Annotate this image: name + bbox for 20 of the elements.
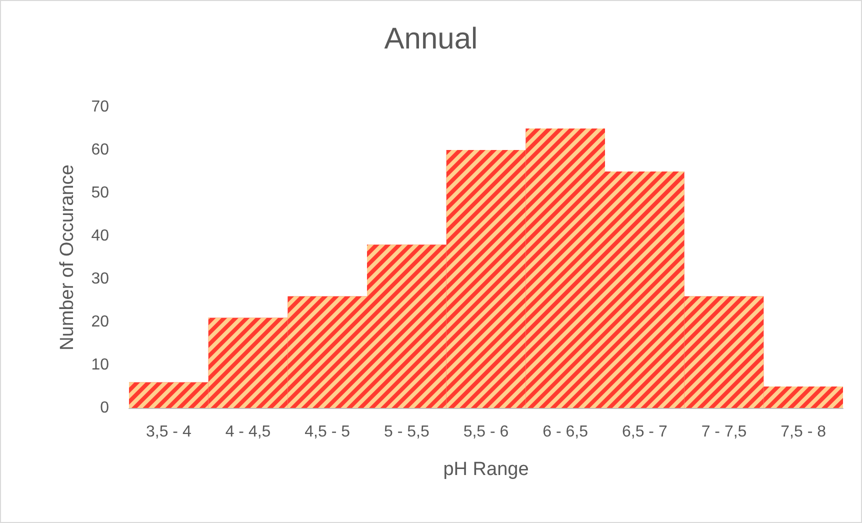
y-tick-label: 10: [91, 356, 110, 374]
x-tick-label: 6 - 6,5: [542, 424, 588, 440]
y-tick-label: 60: [91, 142, 110, 158]
x-tick-label: 4 - 4,5: [225, 424, 271, 440]
x-axis-title: pH Range: [443, 459, 529, 480]
y-tick-label: 0: [100, 400, 110, 416]
y-tick-label: 30: [91, 270, 110, 288]
y-tick-label: 70: [91, 98, 110, 116]
y-tick-label: 50: [91, 184, 110, 202]
y-tick-label: 40: [91, 228, 110, 244]
x-tick-label: 5,5 - 6: [463, 424, 509, 440]
x-tick-label: 5 - 5,5: [384, 424, 430, 440]
x-tick-label: 4,5 - 5: [304, 424, 350, 440]
x-tick-label: 6,5 - 7: [622, 424, 668, 440]
chart-title: Annual: [384, 22, 478, 56]
x-tick-label: 7,5 - 8: [780, 424, 826, 440]
x-tick-label: 7 - 7,5: [701, 424, 747, 440]
y-axis-title: Number of Occurance: [57, 164, 78, 350]
y-tick-label: 20: [91, 314, 110, 330]
x-tick-label: 3,5 - 4: [146, 424, 192, 440]
